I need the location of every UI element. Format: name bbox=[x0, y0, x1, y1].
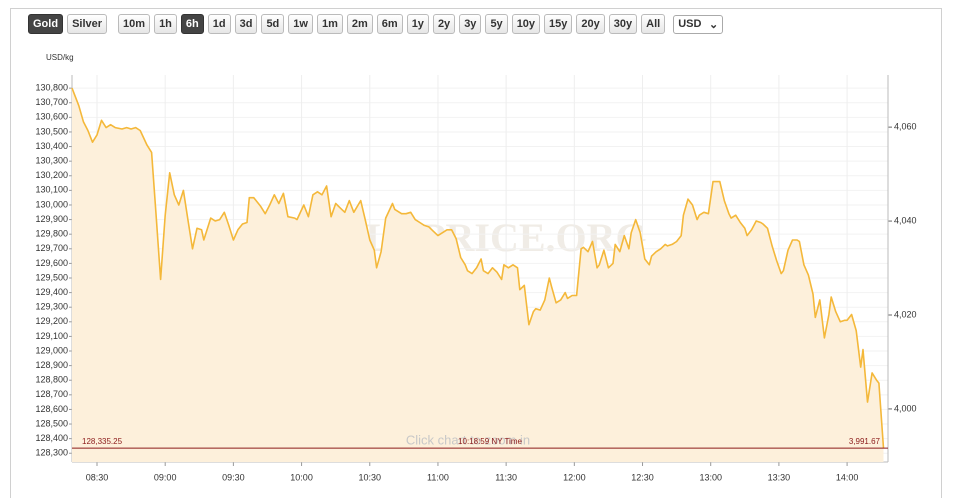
range-button[interactable]: All bbox=[641, 14, 666, 34]
range-button[interactable]: 1y bbox=[406, 14, 429, 34]
y-tick-label: 129,000 bbox=[35, 345, 68, 355]
x-tick-label: 10:30 bbox=[358, 472, 381, 482]
y-axis-label: USD/kg bbox=[46, 53, 74, 62]
y2-tick-label: 4,060 bbox=[894, 122, 917, 132]
range-button[interactable]: 1m bbox=[316, 14, 343, 34]
currency-value: USD bbox=[678, 17, 702, 30]
zoom-hint: Click chart to zoom in bbox=[406, 433, 530, 448]
range-button[interactable]: 3y bbox=[459, 14, 482, 34]
dropdown-arrow: ⌄ bbox=[708, 18, 719, 31]
range-button[interactable]: 20y bbox=[576, 14, 605, 34]
y2-tick-label: 4,000 bbox=[894, 403, 917, 413]
y-tick-label: 129,500 bbox=[35, 272, 68, 282]
area-fill bbox=[72, 88, 884, 462]
y-tick-label: 128,300 bbox=[35, 448, 68, 458]
range-button[interactable]: 6m bbox=[376, 14, 403, 34]
range-button[interactable]: 3d bbox=[234, 14, 258, 34]
y-tick-label: 130,500 bbox=[35, 126, 68, 136]
y-tick-label: 130,400 bbox=[35, 141, 68, 151]
current-price-label: 128,335.25 bbox=[82, 437, 123, 446]
y-tick-label: 130,300 bbox=[35, 156, 68, 166]
range-button[interactable]: 5d bbox=[261, 14, 285, 34]
y-tick-label: 129,200 bbox=[35, 316, 68, 326]
x-tick-label: 08:30 bbox=[86, 472, 109, 482]
y-tick-label: 130,200 bbox=[35, 170, 68, 180]
y-tick-label: 128,900 bbox=[35, 360, 68, 370]
range-button[interactable]: 1w bbox=[288, 14, 313, 34]
range-button[interactable]: 30y bbox=[608, 14, 638, 34]
range-button[interactable]: 6h bbox=[180, 14, 204, 34]
y-tick-label: 128,500 bbox=[35, 418, 68, 428]
y-tick-label: 129,600 bbox=[35, 258, 68, 268]
y-tick-label: 130,700 bbox=[35, 97, 68, 107]
y-tick-label: 128,800 bbox=[35, 375, 68, 385]
x-tick-label: 09:00 bbox=[154, 472, 177, 482]
metal-button[interactable]: Silver bbox=[67, 14, 108, 34]
y-tick-label: 130,100 bbox=[35, 185, 68, 195]
x-tick-label: 10:00 bbox=[290, 472, 313, 482]
x-tick-label: 11:30 bbox=[495, 472, 517, 482]
widget-frame bbox=[10, 8, 942, 498]
metal-button[interactable]: Gold bbox=[28, 14, 64, 34]
y-tick-label: 129,800 bbox=[35, 229, 68, 239]
y-tick-label: 130,800 bbox=[35, 83, 68, 93]
y-tick-label: 128,600 bbox=[35, 404, 68, 414]
range-button[interactable]: 15y bbox=[544, 14, 573, 34]
x-tick-label: 11:00 bbox=[427, 472, 449, 482]
y2-tick-label: 4,020 bbox=[894, 309, 917, 319]
range-button[interactable]: 2m bbox=[346, 14, 373, 34]
current-time: 10:18:59 NY Time bbox=[458, 437, 522, 446]
y-tick-label: 130,000 bbox=[35, 199, 68, 209]
toolbar: Gold Silver 10m 1h 6h 1d 3d 5d 1w 1m 2m 6m 1y 2y 3y 5y 1… bbox=[28, 14, 724, 34]
range-button[interactable]: 1h bbox=[154, 14, 177, 34]
x-tick-label: 12:30 bbox=[631, 472, 654, 482]
y-tick-label: 130,600 bbox=[35, 112, 68, 122]
y-tick-label: 129,400 bbox=[35, 287, 68, 297]
y-tick-label: 128,700 bbox=[35, 389, 68, 399]
x-tick-label: 09:30 bbox=[222, 472, 245, 482]
x-tick-label: 14:00 bbox=[836, 472, 859, 482]
range-button[interactable]: 2y bbox=[432, 14, 456, 34]
x-tick-label: 12:00 bbox=[563, 472, 586, 482]
x-tick-label: 13:30 bbox=[768, 472, 791, 482]
range-button[interactable]: 10m bbox=[118, 14, 151, 34]
y-tick-label: 129,900 bbox=[35, 214, 68, 224]
y-tick-label: 129,300 bbox=[35, 302, 68, 312]
y-tick-label: 129,100 bbox=[35, 331, 68, 341]
price-line bbox=[71, 87, 885, 449]
y2-tick-label: 4,040 bbox=[894, 215, 917, 225]
current-price-y2-label: 3,991.67 bbox=[849, 437, 881, 446]
currency-select[interactable]: USD ⌄ bbox=[673, 14, 724, 34]
range-button[interactable]: 1d bbox=[207, 14, 231, 34]
x-tick-label: 13:00 bbox=[699, 472, 722, 482]
y-tick-label: 128,400 bbox=[35, 433, 68, 443]
y-tick-label: 129,700 bbox=[35, 243, 68, 253]
range-button[interactable]: 5y bbox=[485, 14, 508, 34]
range-button[interactable]: 10y bbox=[511, 14, 541, 34]
